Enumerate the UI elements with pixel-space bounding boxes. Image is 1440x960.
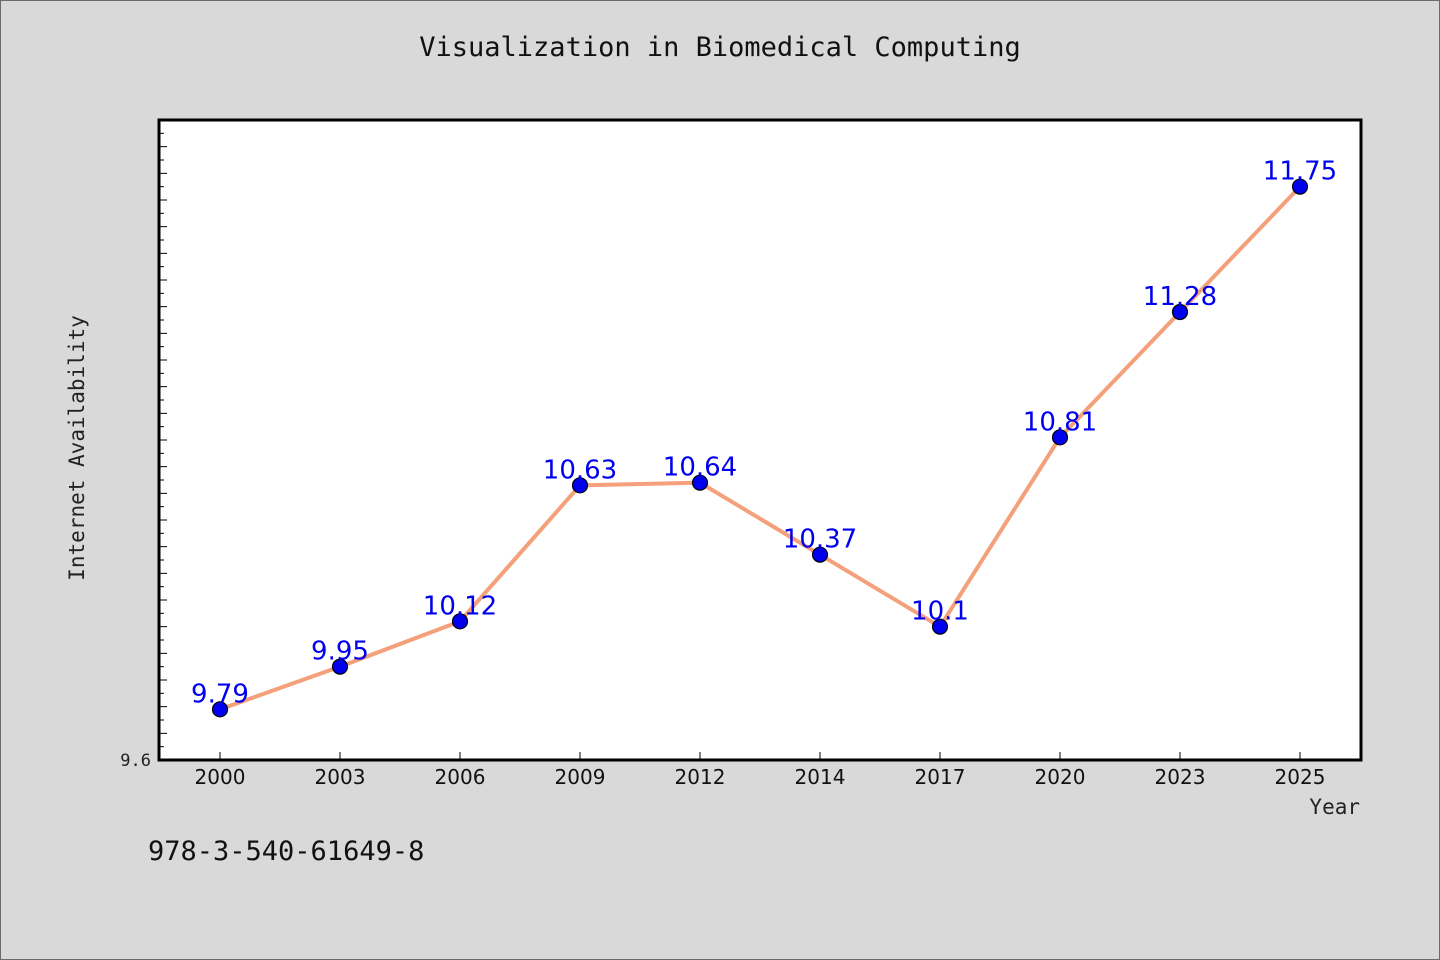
x-tick-label: 2009 (555, 765, 606, 789)
data-label: 11.28 (1143, 282, 1217, 312)
x-tick-label: 2000 (195, 765, 246, 789)
data-point (1171, 303, 1189, 321)
data-point (691, 474, 709, 491)
plot-area (157, 118, 1363, 762)
x-tick-label: 2025 (1275, 765, 1326, 789)
x-tick-label: 2012 (675, 765, 726, 789)
data-label: 10.63 (543, 455, 617, 485)
chart-title: Visualization in Biomedical Computing (419, 32, 1021, 63)
x-tick-label: 2003 (315, 765, 366, 789)
data-label: 10.1 (911, 597, 969, 627)
series-line (219, 185, 1302, 712)
data-label: 10.81 (1023, 407, 1097, 437)
data-point (811, 546, 829, 563)
y-tick-label: 9.6 (120, 751, 151, 771)
data-label: 9.79 (191, 679, 249, 709)
data-point (931, 618, 949, 635)
x-tick-label: 2014 (795, 765, 846, 789)
x-tick-label: 2023 (1155, 765, 1206, 789)
data-point (1291, 178, 1309, 195)
x-tick-label: 2006 (435, 765, 486, 789)
series-layer (211, 178, 1309, 718)
data-label: 11.75 (1263, 157, 1337, 187)
x-axis-ticks: 2000 2003 2006 2009 2012 2014 2017 2020 2023 2025 (195, 752, 1326, 789)
data-label: 10.12 (423, 591, 497, 621)
x-tick-label: 2017 (915, 765, 966, 789)
y-axis-label: Internet Availability (65, 315, 89, 581)
data-point (451, 613, 469, 630)
data-label: 9.95 (311, 637, 369, 667)
data-point (211, 701, 229, 718)
x-axis-label: Year (1309, 795, 1360, 819)
data-point (331, 658, 349, 675)
data-labels: 9.79 9.95 10.12 10.63 10.64 10.37 10.1 10.81 11.… (191, 157, 1337, 710)
data-label: 10.64 (663, 453, 737, 483)
isbn-text: 978-3-540-61649-8 (148, 836, 425, 867)
x-tick-label: 2020 (1035, 765, 1086, 789)
y-axis-ticks: 9.6 (120, 132, 167, 771)
data-label: 10.37 (783, 525, 857, 555)
data-point (571, 477, 589, 494)
data-point (1051, 429, 1069, 446)
